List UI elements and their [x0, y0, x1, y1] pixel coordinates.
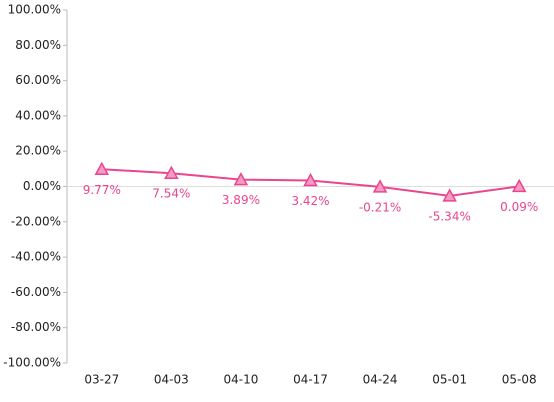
x-tick-label: 04-10	[223, 373, 258, 387]
marker	[94, 161, 110, 176]
marker	[164, 165, 179, 179]
value-label: 0.09%	[500, 200, 538, 214]
y-tick-label: -20.00%	[11, 214, 61, 228]
marker	[372, 179, 388, 193]
x-tick-label: 03-27	[84, 373, 119, 387]
value-label: 7.54%	[152, 187, 190, 201]
y-tick-label: -60.00%	[11, 285, 61, 299]
y-tick-label: 60.00%	[15, 73, 61, 87]
x-tick-label: 04-17	[293, 373, 328, 387]
y-tick-label: -80.00%	[11, 320, 61, 334]
marker	[442, 188, 457, 202]
y-tick-label: 80.00%	[15, 38, 61, 52]
x-tick-label: 05-01	[432, 373, 467, 387]
y-tick-label: 20.00%	[15, 144, 61, 158]
value-label: -5.34%	[428, 209, 470, 223]
y-tick-label: 0.00%	[23, 179, 61, 193]
x-tick-label: 05-08	[502, 373, 537, 387]
value-label: -0.21%	[359, 200, 401, 214]
y-tick-label: 40.00%	[15, 108, 61, 122]
y-tick-label: -40.00%	[11, 250, 61, 264]
y-tick-label: -100.00%	[3, 356, 61, 370]
value-label: 3.42%	[291, 194, 329, 208]
x-tick-label: 04-24	[363, 373, 398, 387]
value-label: 3.89%	[222, 193, 260, 207]
marker	[233, 172, 249, 186]
x-tick-label: 04-03	[154, 373, 189, 387]
y-tick-label: 100.00%	[8, 3, 61, 17]
value-label: 9.77%	[83, 183, 121, 197]
marker	[511, 178, 527, 193]
marker	[303, 172, 318, 187]
